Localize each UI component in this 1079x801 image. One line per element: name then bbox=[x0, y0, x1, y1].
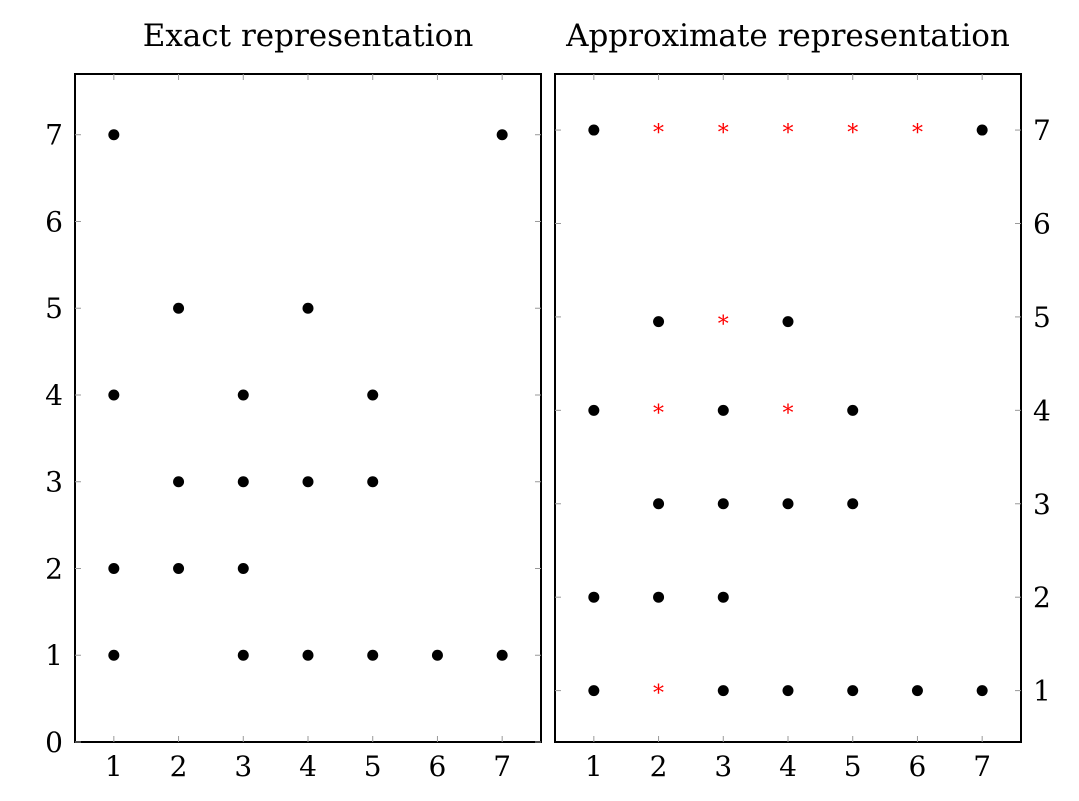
exact-point-circle bbox=[302, 476, 314, 488]
approx-point-circle bbox=[717, 591, 729, 603]
approx-y-tick-label: 6 bbox=[1033, 207, 1051, 240]
approx-point-circle bbox=[653, 498, 665, 510]
approx-y-tick-label: 4 bbox=[1033, 394, 1051, 427]
approx-panel: Approximate representation 1 2 3 4 5 6 7 1 2 3 4 5 6 7… bbox=[554, 18, 1051, 783]
exact-point-circle bbox=[302, 649, 314, 661]
exact-point-circle bbox=[237, 476, 249, 488]
approx-point-star: * bbox=[653, 682, 664, 707]
exact-title: Exact representation bbox=[143, 18, 474, 54]
approx-x-tick-label: 6 bbox=[909, 750, 927, 783]
approx-point-star: * bbox=[783, 121, 794, 146]
exact-x-tick-label: 4 bbox=[299, 750, 317, 783]
exact-point-circle bbox=[173, 562, 185, 574]
approx-point-star: * bbox=[912, 121, 923, 146]
approx-point-circle bbox=[588, 404, 600, 416]
exact-y-tick-label: 4 bbox=[45, 379, 63, 412]
exact-plot-frame bbox=[74, 73, 542, 743]
exact-x-tick-label: 2 bbox=[170, 750, 188, 783]
exact-point-circle bbox=[108, 649, 120, 661]
exact-point-circle bbox=[302, 302, 314, 314]
exact-point-circle bbox=[173, 476, 185, 488]
exact-y-tick-label: 6 bbox=[45, 205, 63, 238]
approx-point-star: * bbox=[847, 121, 858, 146]
approx-point-star: * bbox=[718, 121, 729, 146]
exact-y-tick-label: 3 bbox=[45, 466, 63, 499]
approx-point-circle bbox=[653, 316, 665, 328]
exact-point-circle bbox=[108, 389, 120, 401]
approx-x-tick-label: 3 bbox=[714, 750, 732, 783]
approx-point-circle bbox=[847, 404, 859, 416]
approx-point-circle bbox=[847, 685, 859, 697]
approx-point-circle bbox=[588, 124, 600, 136]
approx-y-tick-label: 7 bbox=[1033, 114, 1051, 147]
approx-point-circle bbox=[976, 685, 988, 697]
approx-point-circle bbox=[717, 685, 729, 697]
approx-x-tick-label: 1 bbox=[585, 750, 603, 783]
exact-x-tick-label: 6 bbox=[429, 750, 447, 783]
approx-x-tick-label: 4 bbox=[779, 750, 797, 783]
approx-y-tick-label: 5 bbox=[1033, 301, 1051, 334]
exact-panel: Exact representation 1 2 3 4 5 6 7 0 1 2 3 4 5 6 7 bbox=[45, 18, 542, 783]
approx-point-circle bbox=[653, 591, 665, 603]
approx-title: Approximate representation bbox=[565, 18, 1010, 54]
exact-point-circle bbox=[237, 649, 249, 661]
approx-point-star: * bbox=[653, 401, 664, 426]
approx-x-tick-label: 5 bbox=[844, 750, 862, 783]
approx-point-circle bbox=[976, 124, 988, 136]
exact-point-circle bbox=[237, 562, 249, 574]
exact-point-circle bbox=[367, 476, 379, 488]
approx-point-star: * bbox=[653, 121, 664, 146]
exact-y-tick-label: 1 bbox=[45, 639, 63, 672]
approx-y-tick-label: 3 bbox=[1033, 488, 1051, 521]
approx-y-tick-label: 2 bbox=[1033, 581, 1051, 614]
exact-x-tick-label: 3 bbox=[234, 750, 252, 783]
exact-point-circle bbox=[496, 129, 508, 141]
exact-point-circle bbox=[108, 129, 120, 141]
exact-point-circle bbox=[431, 649, 443, 661]
approx-point-circle bbox=[782, 498, 794, 510]
approx-point-circle bbox=[911, 685, 923, 697]
exact-point-circle bbox=[367, 649, 379, 661]
approx-point-circle bbox=[588, 591, 600, 603]
approx-point-star: * bbox=[718, 313, 729, 338]
exact-x-tick-label: 1 bbox=[105, 750, 123, 783]
exact-point-circle bbox=[173, 302, 185, 314]
approx-x-tick-label: 2 bbox=[650, 750, 668, 783]
approx-x-tick-label: 7 bbox=[973, 750, 991, 783]
exact-y-tick-label: 0 bbox=[45, 726, 63, 759]
approx-point-circle bbox=[717, 498, 729, 510]
exact-y-tick-label: 5 bbox=[45, 292, 63, 325]
exact-point-circle bbox=[108, 562, 120, 574]
exact-point-circle bbox=[237, 389, 249, 401]
approx-point-star: * bbox=[783, 401, 794, 426]
exact-x-tick-label: 5 bbox=[364, 750, 382, 783]
approx-y-tick-label: 1 bbox=[1033, 675, 1051, 708]
exact-point-circle bbox=[367, 389, 379, 401]
exact-point-circle bbox=[496, 649, 508, 661]
approx-point-circle bbox=[717, 404, 729, 416]
exact-x-tick-label: 7 bbox=[493, 750, 511, 783]
approx-point-circle bbox=[782, 685, 794, 697]
approx-point-circle bbox=[847, 498, 859, 510]
approx-point-circle bbox=[588, 685, 600, 697]
approx-point-circle bbox=[782, 316, 794, 328]
exact-y-tick-label: 7 bbox=[45, 119, 63, 152]
exact-y-tick-label: 2 bbox=[45, 552, 63, 585]
